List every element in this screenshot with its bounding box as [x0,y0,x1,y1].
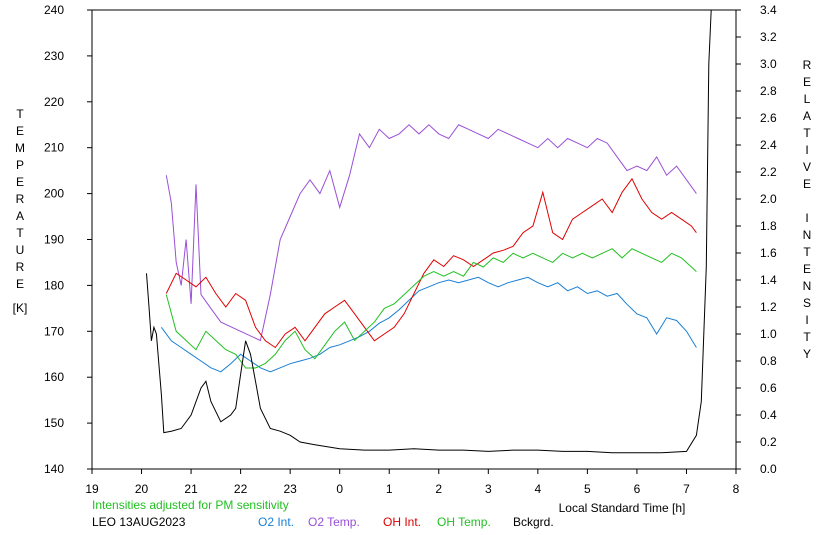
legend-entry-oh_temp: OH Temp. [437,515,491,529]
right-tick-label: 0.4 [760,408,777,422]
series-layer [146,9,712,454]
right-tick-label: 1.4 [760,273,777,287]
axis-label-letter: I [805,313,809,327]
right-tick-label: 3.0 [760,57,777,71]
left-tick-label: 240 [44,3,64,17]
axis-label-letter: E [15,175,24,189]
left-tick-label: 220 [44,95,64,109]
legend-entry-o2_int: O2 Int. [258,515,294,529]
right-tick-label: 0.6 [760,381,777,395]
series-line-bckgrd [146,9,712,454]
left-tick-label: 150 [44,416,64,430]
left-tick-label: 200 [44,187,64,201]
axis-label-letter: E [802,177,811,191]
x-tick-label: 5 [584,482,591,496]
right-tick-label: 2.0 [760,192,777,206]
right-tick-label: 0.0 [760,462,777,476]
axis-label-letter: E [15,277,24,291]
axis-label-letter: V [802,160,811,174]
right-tick-label: 1.0 [760,327,777,341]
left-tick-label: 140 [44,462,64,476]
right-tick-label: 1.8 [760,219,777,233]
x-tick-label: 0 [336,482,343,496]
right-tick-label: 3.2 [760,30,777,44]
axis-label-letter: A [802,109,811,123]
axis-label-letter: R [15,192,25,206]
axis-label-letter: E [15,124,24,138]
legend-entry-bckgrd: Bckgrd. [513,515,554,529]
series-line-o2_int [160,276,697,373]
axis-label-letter: T [16,107,24,121]
left-tick-label: 210 [44,141,64,155]
series-line-oh_temp [165,248,697,369]
left-tick-label: 230 [44,49,64,63]
axis-label-letter: E [802,262,811,276]
right-tick-label: 0.2 [760,435,777,449]
station-label: LEO 13AUG2023 [92,515,186,529]
right-tick-label: 2.6 [760,111,777,125]
axis-label-letter: P [15,158,24,172]
x-tick-label: 19 [85,482,99,496]
right-tick-label: 0.8 [760,354,777,368]
axis-label-letter: Y [802,347,811,361]
series-line-o2_temp [165,124,697,342]
x-axis-ticks: 19 20 21 22 23 0 1 2 3 4 5 6 7 8 [85,469,740,496]
axis-label-letter: T [16,226,24,240]
left-tick-label: 160 [44,370,64,384]
axis-label-letter: M [15,141,25,155]
axis-label-letter: T [803,126,811,140]
axis-label-letter [797,193,817,210]
left-tick-label: 190 [44,233,64,247]
footnote: Intensities adjusted for PM sensitivity [92,498,289,512]
axis-label-letter: U [15,243,25,257]
axis-label-letter: I [805,211,809,225]
series-line-oh_int [165,177,697,349]
x-tick-label: 7 [683,482,690,496]
x-tick-label: 2 [435,482,442,496]
axis-label-letter: R [15,260,25,274]
x-tick-label: 1 [386,482,393,496]
x-tick-label: 8 [733,482,740,496]
right-tick-label: 1.6 [760,246,777,260]
plot-frame [91,9,737,470]
right-tick-label: 2.4 [760,138,777,152]
axis-label-letter: A [15,209,24,223]
axis-label-letter: L [803,92,811,106]
left-tick-label: 170 [44,324,64,338]
x-tick-label: 21 [184,482,198,496]
left-tick-label: 180 [44,278,64,292]
right-tick-label: 2.8 [760,84,777,98]
legend-entry-o2_temp: O2 Temp. [308,515,360,529]
x-tick-label: 6 [634,482,641,496]
right-tick-label: 3.4 [760,3,777,17]
x-tick-label: 3 [485,482,492,496]
left-axis-unit: [K] [12,301,28,315]
axis-label-letter: I [805,143,809,157]
right-axis-ticks: 0.0 0.2 0.4 0.6 0.8 1.0 1.2 1.4 1.6 1.8 2.0 2.2 2.4 2… [736,3,777,476]
x-tick-label: 4 [535,482,542,496]
right-tick-label: 1.2 [760,300,777,314]
x-tick-label: 20 [135,482,149,496]
x-axis-label: Local Standard Time [h] [559,501,686,515]
axis-label-letter: S [802,296,811,310]
axis-label-letter: N [802,228,812,242]
axis-label-letter: R [802,58,812,72]
x-tick-label: 23 [283,482,297,496]
axis-label-letter: E [802,75,811,89]
right-tick-label: 2.2 [760,165,777,179]
x-tick-label: 22 [234,482,248,496]
axis-label-letter: T [803,245,811,259]
left-axis-ticks: 140 150 160 170 180 190 200 210 220 230 240 [44,3,92,476]
legend: O2 Int. O2 Temp. OH Int. OH Temp. Bckgrd. [258,515,554,529]
axis-label-letter: T [803,330,811,344]
legend-entry-oh_int: OH Int. [383,515,421,529]
axis-label-letter: N [802,279,812,293]
